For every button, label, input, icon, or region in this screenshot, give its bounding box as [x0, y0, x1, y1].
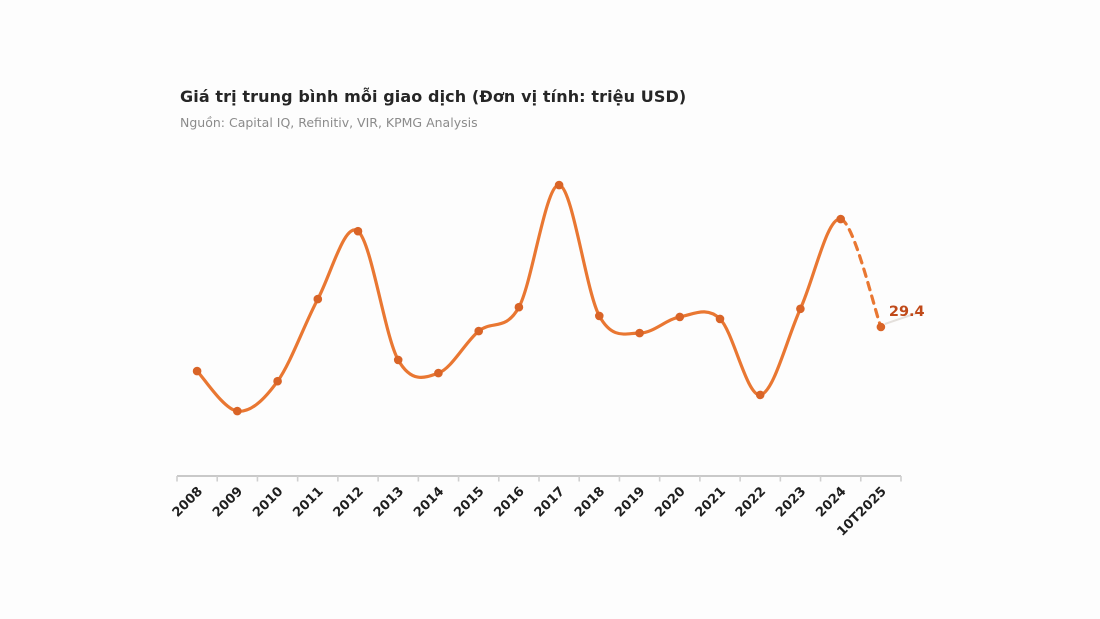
data-point-marker — [755, 390, 765, 400]
annotation-leader-line — [884, 312, 918, 325]
data-point-marker — [434, 368, 443, 378]
x-axis-label: 2019 — [612, 484, 648, 520]
x-axis-label: 2017 — [532, 484, 568, 520]
data-point-marker — [554, 180, 564, 190]
data-point-marker — [313, 294, 323, 304]
data-point-marker — [514, 302, 524, 312]
data-point-marker — [796, 304, 805, 314]
data-point-marker — [393, 355, 403, 365]
x-axis-label: 2015 — [451, 484, 487, 520]
data-point-marker — [836, 214, 845, 224]
value-label-last-point: 29.4 — [889, 304, 925, 320]
x-axis-label: 2010 — [250, 484, 286, 520]
data-point-marker — [675, 312, 685, 322]
data-point-marker — [353, 226, 363, 236]
x-axis-label: 2009 — [210, 484, 246, 520]
x-axis-label: 2012 — [331, 484, 367, 520]
data-point-marker — [474, 326, 484, 336]
series-line-dashed-forecast — [839, 217, 883, 329]
series-line-solid — [195, 183, 843, 413]
x-axis-label: 2024 — [813, 484, 849, 520]
x-axis-label: 2008 — [170, 484, 206, 520]
chart-source-note: Nguồn: Capital IQ, Refinitiv, VIR, KPMG … — [180, 115, 478, 130]
x-axis-label: 2011 — [290, 484, 326, 520]
x-axis-label: 2023 — [773, 484, 809, 520]
x-axis-label: 2022 — [733, 484, 769, 520]
data-point-marker — [876, 322, 886, 332]
chart-title: Giá trị trung bình mỗi giao dịch (Đơn vị… — [180, 87, 687, 106]
x-axis-label: 2013 — [371, 484, 407, 520]
x-axis-label: 2021 — [693, 484, 729, 520]
data-point-marker — [233, 406, 242, 416]
x-axis-label: 2014 — [411, 484, 447, 520]
data-point-marker — [715, 314, 725, 324]
data-point-marker — [635, 328, 644, 338]
data-point-marker — [273, 376, 282, 386]
x-axis-label: 2020 — [652, 484, 688, 520]
data-point-marker — [192, 366, 202, 376]
x-axis-label: 2018 — [572, 484, 608, 520]
x-axis-label: 2016 — [492, 484, 528, 520]
data-point-marker — [595, 311, 604, 321]
